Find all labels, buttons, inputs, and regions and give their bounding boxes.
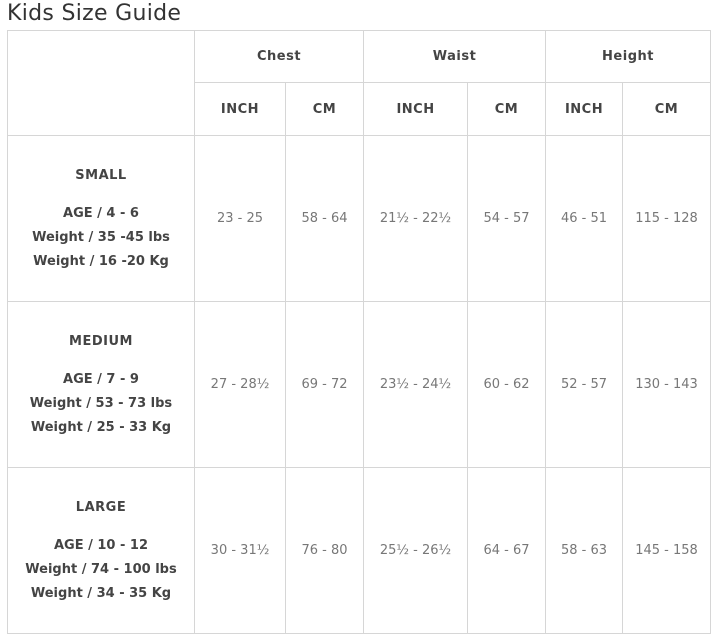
size-label-cell: SMALL AGE / 4 - 6 Weight / 35 -45 lbs We… — [7, 135, 195, 302]
measurement-cell: 145 - 158 — [622, 467, 712, 634]
weight-lbs: Weight / 53 - 73 lbs — [29, 395, 173, 411]
header-chest: Chest — [193, 30, 365, 83]
page-title: Kids Size Guide — [7, 1, 182, 26]
table-row: SMALL AGE / 4 - 6 Weight / 35 -45 lbs We… — [7, 135, 712, 302]
weight-kg: Weight / 34 - 35 Kg — [30, 585, 172, 601]
measurement-cell: 23 - 25 — [194, 135, 286, 302]
unit-header: INCH — [194, 82, 286, 136]
header-height: Height — [545, 30, 712, 83]
unit-header: CM — [284, 82, 365, 136]
size-name: MEDIUM — [69, 333, 133, 349]
measurement-cell: 76 - 80 — [284, 467, 365, 634]
unit-header-row: INCH CM INCH CM INCH CM — [8, 82, 712, 136]
measurement-cell: 130 - 143 — [622, 301, 712, 468]
size-label-cell: LARGE AGE / 10 - 12 Weight / 74 - 100 lb… — [7, 467, 195, 634]
measurement-cell: 115 - 128 — [622, 135, 712, 302]
age-range: AGE / 4 - 6 — [63, 205, 139, 221]
measurement-cell: 25½ - 26½ — [363, 467, 469, 634]
empty-corner-cell — [7, 30, 195, 136]
unit-header: CM — [467, 82, 547, 136]
unit-header: INCH — [363, 82, 469, 136]
measurement-cell: 30 - 31½ — [194, 467, 286, 634]
measurement-cell: 23½ - 24½ — [363, 301, 469, 468]
age-range: AGE / 10 - 12 — [53, 537, 149, 553]
unit-header: INCH — [545, 82, 624, 136]
size-label-cell: MEDIUM AGE / 7 - 9 Weight / 53 - 73 lbs … — [7, 301, 195, 468]
weight-kg: Weight / 16 -20 Kg — [33, 253, 169, 269]
table-row: LARGE AGE / 10 - 12 Weight / 74 - 100 lb… — [7, 467, 712, 634]
group-header-row: Chest Waist Height — [7, 30, 712, 136]
measurement-cell: 60 - 62 — [467, 301, 547, 468]
header-waist: Waist — [363, 30, 547, 83]
weight-lbs: Weight / 74 - 100 lbs — [25, 561, 177, 577]
weight-kg: Weight / 25 - 33 Kg — [30, 419, 172, 435]
age-range: AGE / 7 - 9 — [63, 371, 139, 387]
unit-header: CM — [622, 82, 712, 136]
size-guide-table: Chest Waist Height INCH CM INCH CM INCH … — [7, 30, 712, 634]
measurement-cell: 64 - 67 — [467, 467, 547, 634]
weight-lbs: Weight / 35 -45 lbs — [32, 229, 170, 245]
measurement-cell: 52 - 57 — [545, 301, 624, 468]
measurement-cell: 69 - 72 — [284, 301, 365, 468]
measurement-cell: 54 - 57 — [467, 135, 547, 302]
measurement-cell: 58 - 64 — [284, 135, 365, 302]
table-row: MEDIUM AGE / 7 - 9 Weight / 53 - 73 lbs … — [7, 301, 712, 468]
measurement-cell: 46 - 51 — [545, 135, 624, 302]
measurement-cell: 27 - 28½ — [194, 301, 286, 468]
measurement-cell: 21½ - 22½ — [363, 135, 469, 302]
size-name: SMALL — [75, 167, 127, 183]
measurement-cell: 58 - 63 — [545, 467, 624, 634]
size-name: LARGE — [75, 499, 127, 515]
